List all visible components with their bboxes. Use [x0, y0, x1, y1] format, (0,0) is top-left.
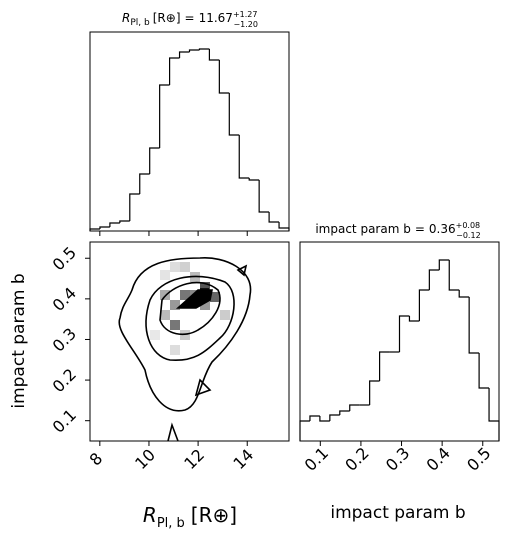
histogram-step — [109, 222, 120, 227]
histogram-step — [99, 226, 110, 229]
panel-title: RPl, b [R⊕] = 11.67+1.27 −1.20 — [122, 10, 258, 29]
histogram-step — [379, 351, 390, 381]
x-tick-label: 12 — [180, 445, 208, 473]
panel-frame — [89, 241, 290, 442]
histogram-step — [458, 290, 470, 298]
y-tick-label: 0.4 — [49, 283, 80, 314]
y-tick-label: 0.2 — [49, 365, 80, 396]
histogram-step — [309, 415, 320, 421]
histogram-step — [89, 228, 100, 231]
x-tick-label: 10 — [131, 445, 159, 473]
x-tick-label: 0.1 — [301, 443, 332, 474]
histogram-step — [438, 259, 450, 270]
y-tick-label: 0.3 — [49, 324, 80, 355]
histogram-step — [169, 57, 180, 85]
contours — [118, 257, 252, 442]
histogram-step — [319, 416, 330, 422]
histogram-step — [329, 414, 340, 421]
histogram-step — [339, 410, 350, 415]
x-tick-label: 0.4 — [423, 443, 454, 474]
x-tick-label: 0.3 — [382, 443, 413, 474]
x-tick-label: 8 — [86, 449, 107, 470]
histogram-step — [218, 60, 230, 94]
histogram-step — [278, 222, 290, 231]
x-tick-label: 0.2 — [341, 443, 372, 474]
histogram-step — [428, 269, 440, 290]
histogram-step — [238, 135, 250, 179]
y-tick-label: 0.1 — [49, 405, 80, 436]
histogram-step — [349, 404, 360, 411]
x-axis-label: RPl, b [R⊕] — [143, 503, 237, 531]
histogram-step — [468, 297, 480, 354]
histogram-step — [208, 49, 220, 61]
histogram-step — [188, 49, 200, 52]
panel-frame — [89, 31, 290, 232]
histogram-step — [398, 315, 410, 352]
histogram-step — [369, 380, 380, 405]
x-tick-label: 0.5 — [463, 443, 494, 474]
histogram-step — [478, 353, 490, 389]
histogram-step — [268, 212, 280, 223]
histogram-step — [408, 316, 420, 322]
histogram-step — [198, 48, 210, 50]
histogram-step — [418, 289, 430, 321]
histogram-step — [129, 193, 140, 221]
panel-title: impact param b = 0.36+0.08 −0.12 — [315, 221, 480, 240]
histogram-step — [228, 93, 240, 136]
histogram-step — [248, 178, 260, 181]
histogram-step — [258, 180, 270, 213]
panel-frame — [299, 241, 500, 442]
histogram-step — [139, 173, 150, 194]
histogram-step — [149, 147, 160, 174]
x-axis-label: impact param b — [330, 503, 465, 523]
x-tick-label: 14 — [229, 445, 257, 473]
histogram-step — [119, 220, 130, 223]
histogram-step — [488, 388, 500, 441]
histogram-step — [178, 51, 190, 58]
histogram-step — [299, 420, 310, 441]
histogram-step — [448, 260, 460, 291]
y-axis-label: impact param b — [9, 273, 29, 408]
y-tick-label: 0.5 — [49, 243, 80, 274]
histogram-step — [159, 84, 170, 148]
